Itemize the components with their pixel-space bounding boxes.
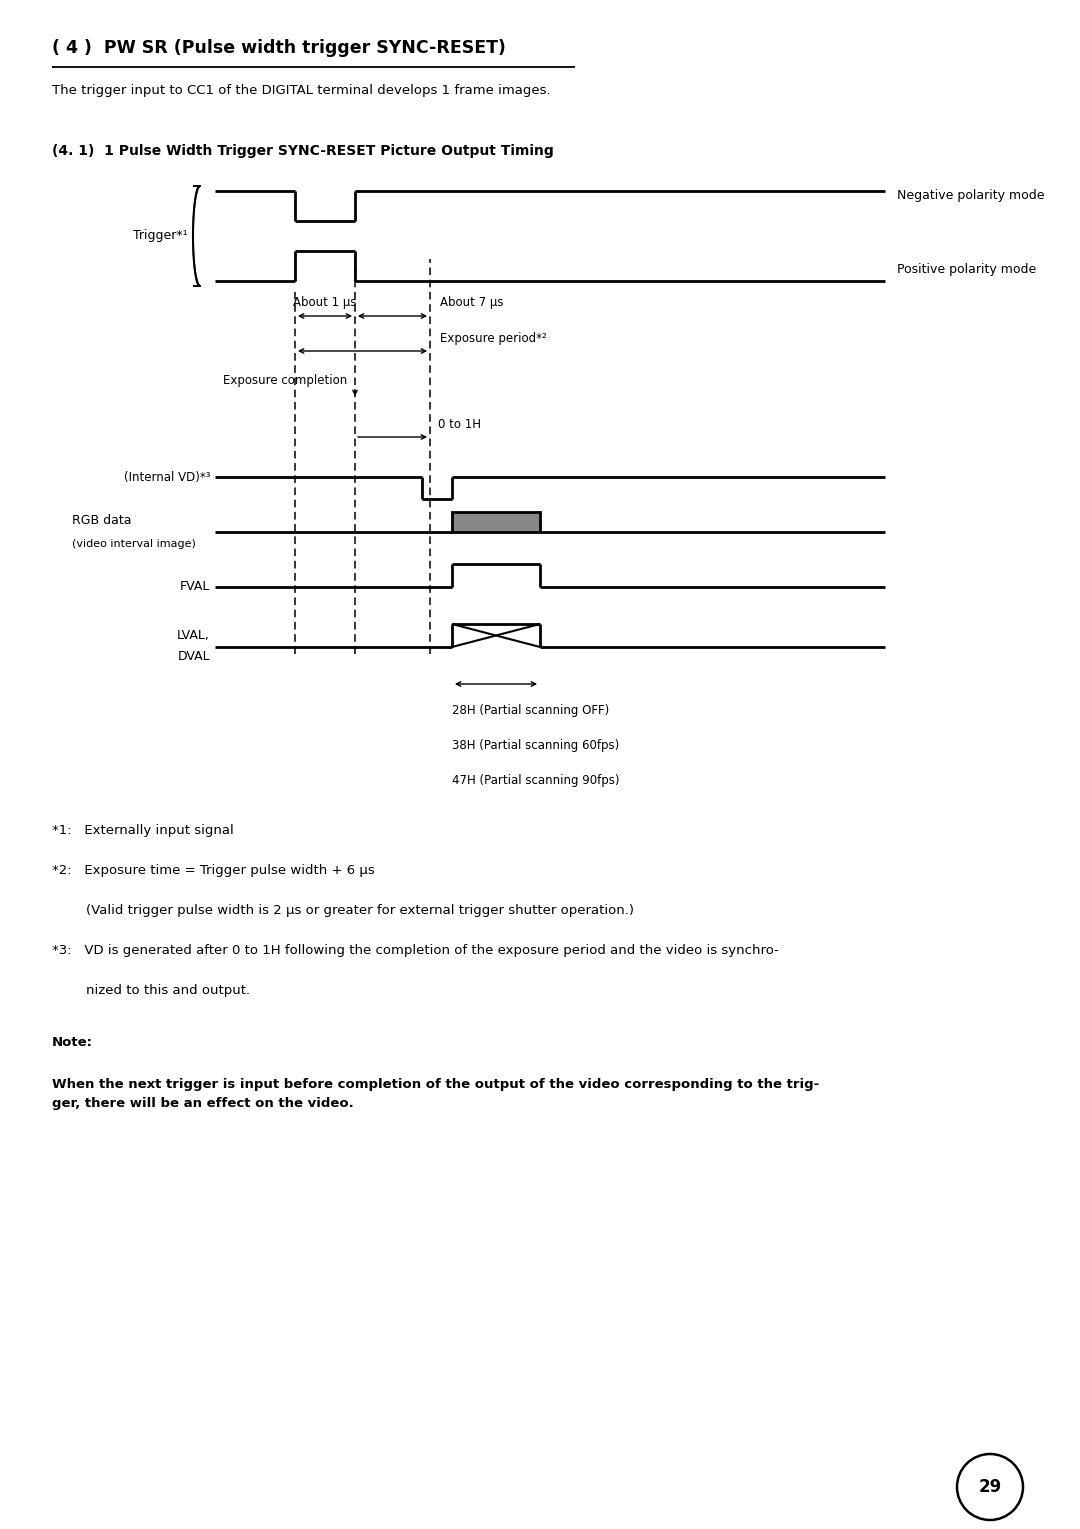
Text: (video interval image): (video interval image) <box>72 540 195 549</box>
Text: (Internal VD)*³: (Internal VD)*³ <box>123 471 210 483</box>
Text: Note:: Note: <box>52 1037 93 1049</box>
Circle shape <box>957 1454 1023 1520</box>
Text: 38H (Partial scanning 60fps): 38H (Partial scanning 60fps) <box>453 739 619 752</box>
Bar <box>453 512 540 532</box>
Text: RGB data: RGB data <box>72 514 132 526</box>
Text: About 7 μs: About 7 μs <box>440 297 503 309</box>
Text: 28H (Partial scanning OFF): 28H (Partial scanning OFF) <box>453 703 609 717</box>
Text: Exposure completion: Exposure completion <box>222 375 347 387</box>
Text: *2:   Exposure time = Trigger pulse width + 6 μs: *2: Exposure time = Trigger pulse width … <box>52 864 375 878</box>
Text: (Valid trigger pulse width is 2 μs or greater for external trigger shutter opera: (Valid trigger pulse width is 2 μs or gr… <box>52 904 634 917</box>
Text: Exposure period*²: Exposure period*² <box>440 332 546 346</box>
Text: Trigger*¹: Trigger*¹ <box>133 229 188 243</box>
Text: *3:   VD is generated after 0 to 1H following the completion of the exposure per: *3: VD is generated after 0 to 1H follow… <box>52 943 779 957</box>
Text: FVAL: FVAL <box>179 581 210 593</box>
Text: ( 4 )  PW SR (Pulse width trigger SYNC-RESET): ( 4 ) PW SR (Pulse width trigger SYNC-RE… <box>52 40 505 57</box>
Text: 0 to 1H: 0 to 1H <box>438 417 481 431</box>
Text: *1:   Externally input signal: *1: Externally input signal <box>52 824 233 836</box>
Text: The trigger input to CC1 of the DIGITAL terminal develops 1 frame images.: The trigger input to CC1 of the DIGITAL … <box>52 84 551 96</box>
Text: 29: 29 <box>978 1479 1001 1495</box>
Text: About 1 μs: About 1 μs <box>294 297 356 309</box>
Text: Negative polarity mode: Negative polarity mode <box>897 190 1044 202</box>
Text: 47H (Partial scanning 90fps): 47H (Partial scanning 90fps) <box>453 774 620 787</box>
Text: LVAL,: LVAL, <box>177 628 210 642</box>
Text: DVAL: DVAL <box>177 650 210 664</box>
Text: When the next trigger is input before completion of the output of the video corr: When the next trigger is input before co… <box>52 1078 820 1110</box>
Text: Positive polarity mode: Positive polarity mode <box>897 263 1036 275</box>
Text: nized to this and output.: nized to this and output. <box>52 985 251 997</box>
Text: (4. 1)  1 Pulse Width Trigger SYNC-RESET Picture Output Timing: (4. 1) 1 Pulse Width Trigger SYNC-RESET … <box>52 144 554 157</box>
